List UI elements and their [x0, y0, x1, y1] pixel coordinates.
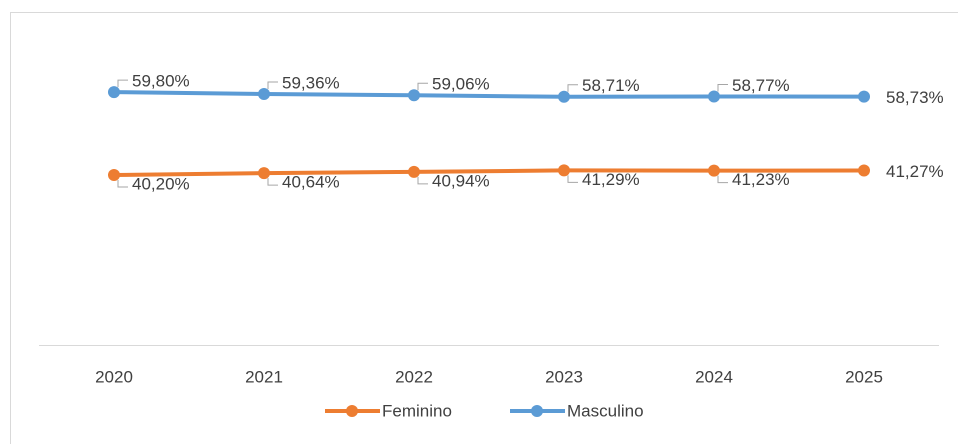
data-point [408, 165, 420, 178]
leader-line [417, 176, 428, 185]
data-label: 59,80% [132, 72, 190, 91]
data-label: 40,20% [132, 174, 190, 193]
data-label: 59,36% [282, 73, 340, 92]
x-tick-label: 2024 [695, 367, 733, 386]
data-label: 58,71% [582, 76, 640, 95]
x-tick-label: 2020 [95, 367, 133, 386]
series-line [112, 168, 866, 178]
data-point [108, 169, 120, 182]
legend-marker [531, 405, 543, 417]
leader-line [267, 81, 278, 89]
leader-line [117, 180, 128, 188]
legend-label: Masculino [567, 401, 644, 420]
data-label: 58,73% [886, 88, 944, 107]
data-point [258, 167, 270, 180]
legend-label: Feminino [382, 401, 452, 420]
data-label: 41,29% [582, 170, 640, 189]
x-tick-label: 2023 [545, 367, 583, 386]
data-label: 58,77% [732, 76, 790, 95]
data-point [708, 90, 720, 103]
x-tick-label: 2021 [245, 367, 283, 386]
data-point [558, 90, 570, 103]
data-label: 41,23% [732, 170, 790, 189]
data-point [408, 89, 420, 102]
data-point [258, 87, 270, 100]
leader-line [417, 82, 428, 91]
x-tick-label: 2025 [845, 367, 883, 386]
data-label: 41,27% [886, 162, 944, 181]
data-point [558, 164, 570, 177]
x-tick-label: 2022 [395, 367, 433, 386]
leader-line [717, 175, 728, 184]
series-line [112, 90, 866, 99]
data-point [108, 86, 120, 99]
leader-line [717, 83, 728, 92]
legend-marker [346, 405, 358, 417]
data-label: 40,64% [282, 173, 340, 192]
data-point [858, 90, 870, 103]
leader-line [117, 79, 128, 88]
chart-border [10, 12, 958, 444]
data-point [858, 164, 870, 177]
data-label: 59,06% [432, 75, 490, 94]
data-point [708, 164, 720, 177]
leader-line [567, 175, 578, 183]
data-label: 40,94% [432, 171, 490, 190]
leader-line [567, 84, 578, 92]
leader-line [267, 178, 278, 186]
